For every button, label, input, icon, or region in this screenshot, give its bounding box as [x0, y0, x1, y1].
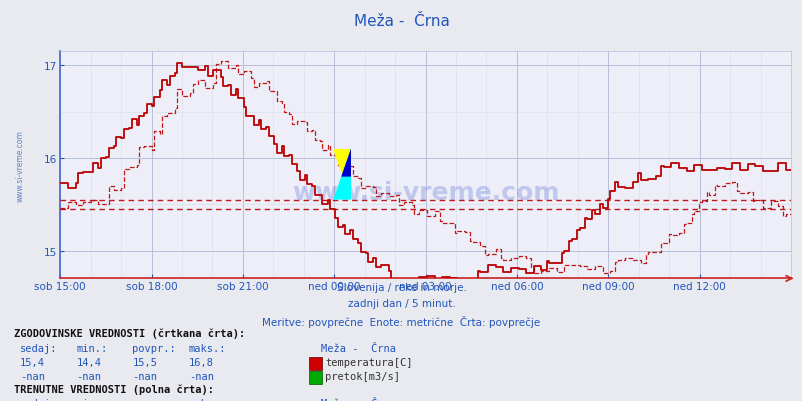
- Text: sedaj:: sedaj:: [20, 398, 58, 401]
- Text: Meža -  Črna: Meža - Črna: [321, 343, 395, 353]
- Text: www.si-vreme.com: www.si-vreme.com: [15, 130, 25, 201]
- Text: -nan: -nan: [20, 371, 45, 381]
- Text: ZGODOVINSKE VREDNOSTI (črtkana črta):: ZGODOVINSKE VREDNOSTI (črtkana črta):: [14, 328, 245, 338]
- Text: Meža -  Črna: Meža - Črna: [353, 14, 449, 29]
- Text: -nan: -nan: [76, 371, 101, 381]
- Text: TRENUTNE VREDNOSTI (polna črta):: TRENUTNE VREDNOSTI (polna črta):: [14, 384, 214, 394]
- Text: min.:: min.:: [76, 398, 107, 401]
- Text: Meža -  Črna: Meža - Črna: [321, 398, 395, 401]
- Text: 15,5: 15,5: [132, 357, 157, 367]
- Text: maks.:: maks.:: [188, 398, 226, 401]
- Text: zadnji dan / 5 minut.: zadnji dan / 5 minut.: [347, 299, 455, 309]
- Text: www.si-vreme.com: www.si-vreme.com: [291, 180, 559, 205]
- Text: pretok[m3/s]: pretok[m3/s]: [325, 371, 399, 381]
- Text: 14,4: 14,4: [76, 357, 101, 367]
- Polygon shape: [341, 149, 350, 177]
- Polygon shape: [333, 149, 350, 200]
- Text: temperatura[C]: temperatura[C]: [325, 357, 412, 367]
- Text: 16,8: 16,8: [188, 357, 213, 367]
- Text: 15,4: 15,4: [20, 357, 45, 367]
- Text: maks.:: maks.:: [188, 343, 226, 353]
- Text: povpr.:: povpr.:: [132, 343, 176, 353]
- Text: Meritve: povprečne  Enote: metrične  Črta: povprečje: Meritve: povprečne Enote: metrične Črta:…: [262, 315, 540, 327]
- Polygon shape: [333, 149, 350, 200]
- Text: -nan: -nan: [188, 371, 213, 381]
- Text: povpr.:: povpr.:: [132, 398, 176, 401]
- Text: Slovenija / reke in morje.: Slovenija / reke in morje.: [336, 283, 466, 293]
- Text: sedaj:: sedaj:: [20, 343, 58, 353]
- Text: -nan: -nan: [132, 371, 157, 381]
- Text: min.:: min.:: [76, 343, 107, 353]
